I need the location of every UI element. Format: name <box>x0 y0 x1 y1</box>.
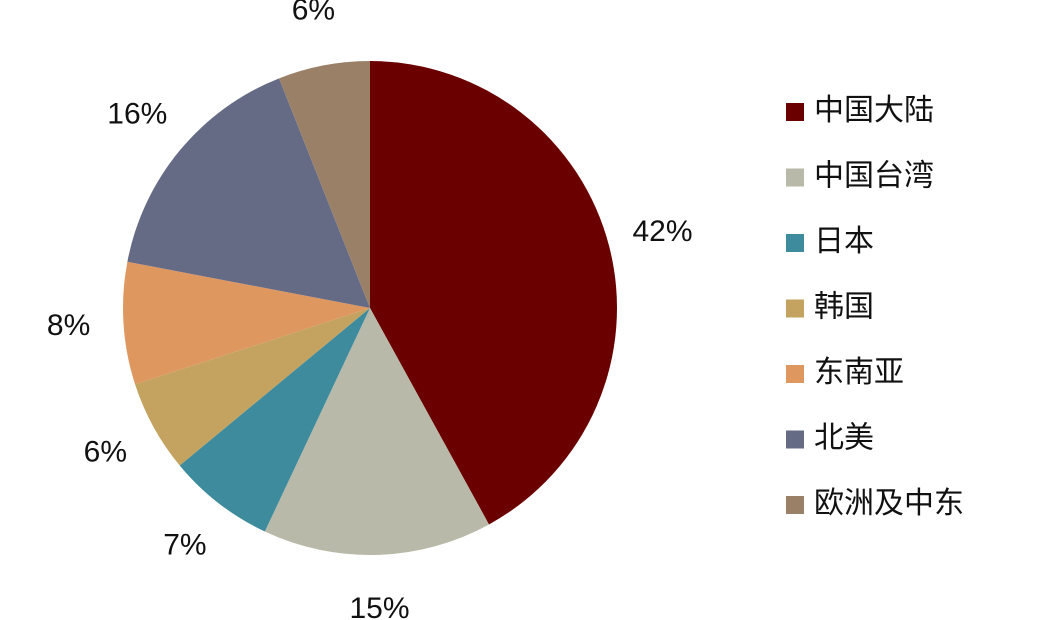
data-label: 42% <box>632 215 692 248</box>
legend-swatch <box>786 299 804 318</box>
pie-slice <box>264 308 489 556</box>
legend-swatch <box>786 365 804 383</box>
legend-label: 日本 <box>814 225 874 258</box>
legend-swatch <box>786 103 804 121</box>
data-label: 6% <box>84 435 127 468</box>
legend-swatch <box>786 234 804 252</box>
data-label: 8% <box>47 309 90 342</box>
pie-slice <box>135 308 370 466</box>
legend-label: 韩国 <box>814 290 874 323</box>
data-label: 16% <box>107 97 167 130</box>
legend-swatch <box>786 496 804 514</box>
legend-label: 北美 <box>814 421 874 454</box>
data-label: 6% <box>292 0 335 26</box>
pie-slice <box>127 78 370 308</box>
legend-swatch <box>786 430 804 449</box>
data-label: 15% <box>349 592 409 620</box>
pie-slice <box>279 61 370 308</box>
legend-label: 欧洲及中东 <box>814 487 964 520</box>
legend-label: 东南亚 <box>814 356 904 389</box>
legend-swatch <box>786 168 804 187</box>
pie-slice <box>122 261 371 385</box>
legend-label: 中国台湾 <box>814 159 934 192</box>
pie-slice <box>370 61 617 525</box>
data-label: 7% <box>163 529 206 562</box>
pie-slice <box>179 308 370 532</box>
legend-label: 中国大陆 <box>814 94 934 127</box>
